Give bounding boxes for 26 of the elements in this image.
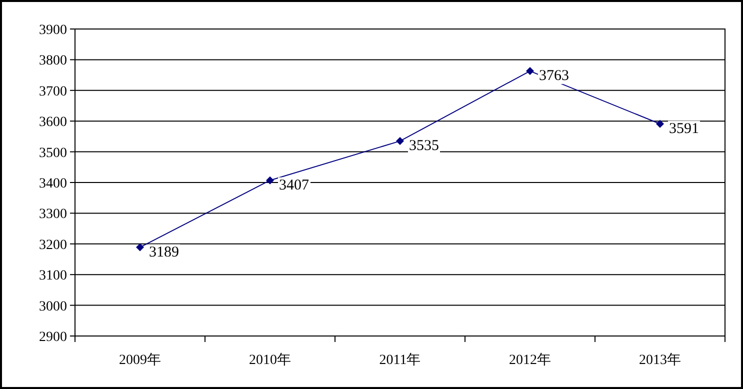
point	[136, 243, 144, 252]
y-tick-label: 2900	[39, 330, 67, 345]
y-tick-label: 3200	[39, 238, 67, 253]
y-tick-label: 3500	[39, 146, 67, 161]
x-tick-label: 2010年	[249, 352, 291, 368]
y-tick-label: 3900	[39, 23, 67, 38]
x-tick-label: 2012年	[509, 352, 551, 368]
data-label: 3591	[669, 120, 699, 137]
x-tick-label: 2009年	[119, 352, 161, 368]
data-label: 3763	[539, 68, 569, 84]
y-tick-label: 3700	[39, 84, 67, 100]
x-tick-label: 2011年	[379, 352, 421, 368]
y-tick-label: 3400	[39, 176, 67, 192]
y-tick-label: 3600	[39, 115, 67, 130]
y-tick-label: 3800	[39, 54, 67, 69]
point	[266, 176, 274, 184]
y-tick-label: 3100	[39, 268, 67, 284]
point	[396, 137, 404, 146]
point	[526, 67, 534, 76]
x-tick-label: 2013年	[639, 352, 681, 368]
data-label: 3189	[149, 244, 179, 260]
y-tick-label: 3000	[39, 299, 67, 314]
point	[656, 120, 664, 128]
data-label: 3407	[279, 177, 310, 194]
data-label: 3535	[409, 138, 439, 154]
y-tick-label: 3300	[39, 207, 67, 222]
